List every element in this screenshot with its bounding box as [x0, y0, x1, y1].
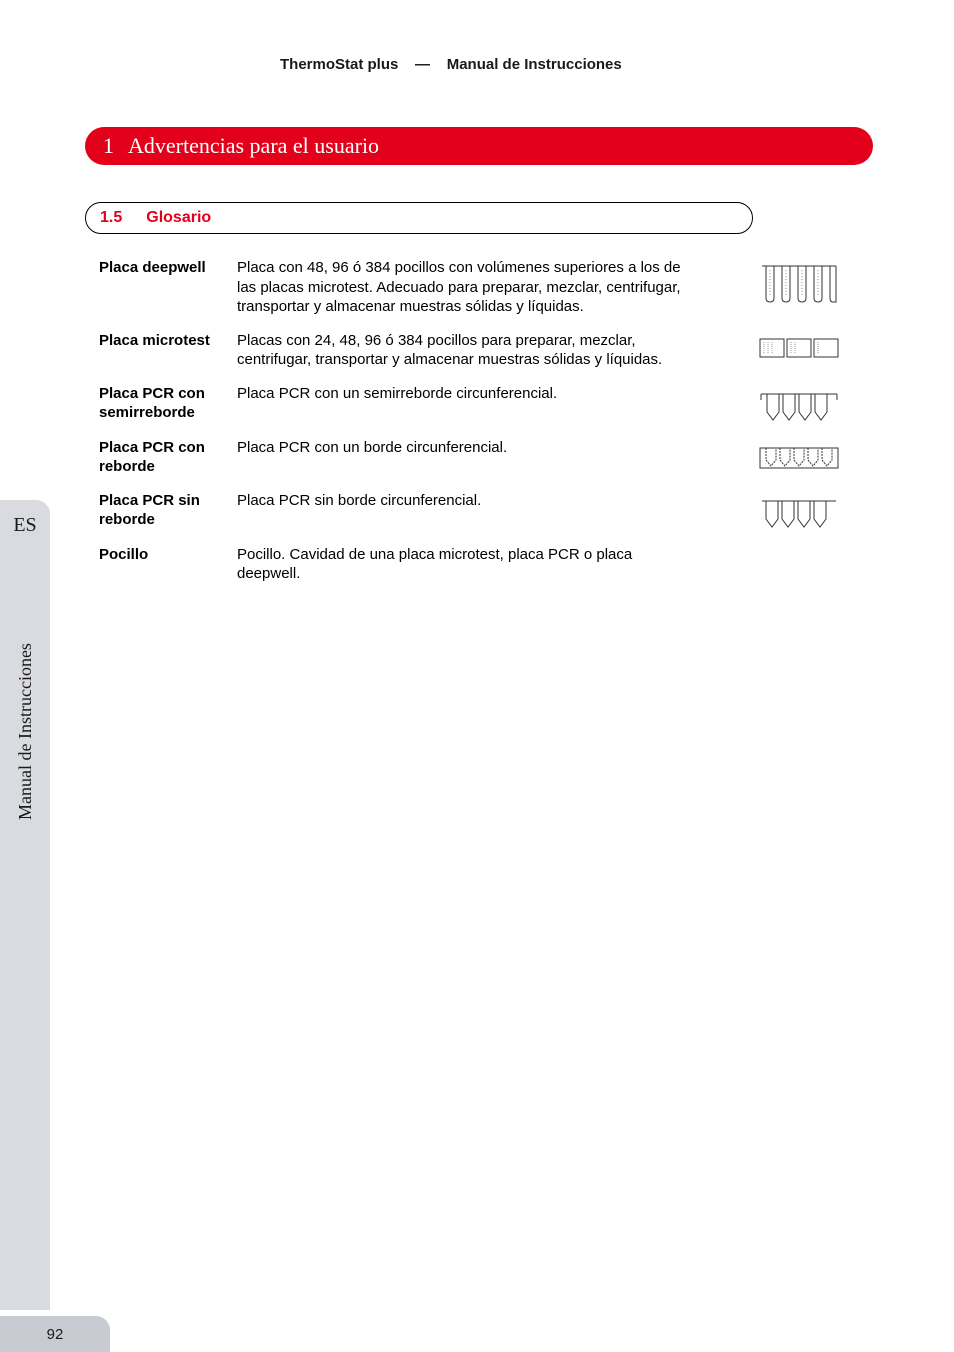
page-header: ThermoStat plus — Manual de Instruccione…	[280, 56, 622, 73]
glossary-row: Placa PCR con reborde Placa PCR con un b…	[99, 438, 869, 477]
empty-icon	[755, 545, 843, 551]
deepwell-icon	[755, 258, 843, 306]
glossary-definition: Placa PCR con un semirreborde circunfere…	[237, 384, 705, 404]
language-tab: ES	[0, 500, 50, 550]
separator: —	[415, 56, 430, 73]
glossary-row: Pocillo Pocillo. Cavidad de una placa mi…	[99, 545, 869, 584]
glossary-definition: Placa con 48, 96 ó 384 pocillos con volú…	[237, 258, 705, 317]
vertical-doc-title: Manual de Instrucciones	[15, 643, 36, 820]
glossary-table: Placa deepwell Placa con 48, 96 ó 384 po…	[99, 258, 869, 598]
subsection-pill: 1.5 Glosario	[85, 202, 753, 234]
page-number: 92	[47, 1326, 64, 1343]
pcr-noskirt-icon	[755, 491, 843, 531]
glossary-row: Placa microtest Placas con 24, 48, 96 ó …	[99, 331, 869, 370]
section-banner: 1 Advertencias para el usuario	[85, 127, 873, 165]
glossary-row: Placa PCR sin reborde Placa PCR sin bord…	[99, 491, 869, 531]
glossary-definition: Placas con 24, 48, 96 ó 384 pocillos par…	[237, 331, 705, 370]
page-number-tab: 92	[0, 1316, 110, 1352]
pcr-skirt-icon	[755, 438, 843, 472]
glossary-row: Placa deepwell Placa con 48, 96 ó 384 po…	[99, 258, 869, 317]
glossary-term: Pocillo	[99, 545, 237, 565]
language-label: ES	[13, 514, 36, 537]
subsection-number: 1.5	[100, 209, 122, 227]
glossary-term: Placa deepwell	[99, 258, 237, 278]
doc-title: Manual de Instrucciones	[447, 56, 622, 73]
section-number: 1	[103, 133, 114, 159]
glossary-term: Placa PCR con semirreborde	[99, 384, 237, 423]
subsection-title: Glosario	[146, 209, 211, 227]
glossary-definition: Placa PCR con un borde circunferencial.	[237, 438, 705, 458]
glossary-term: Placa PCR sin reborde	[99, 491, 237, 530]
microtest-icon	[755, 331, 843, 361]
glossary-term: Placa PCR con reborde	[99, 438, 237, 477]
glossary-definition: Placa PCR sin borde circunferencial.	[237, 491, 705, 511]
product-name: ThermoStat plus	[280, 56, 398, 73]
pcr-semiskirt-icon	[755, 384, 843, 424]
section-title: Advertencias para el usuario	[128, 133, 379, 159]
glossary-definition: Pocillo. Cavidad de una placa microtest,…	[237, 545, 705, 584]
glossary-term: Placa microtest	[99, 331, 237, 351]
glossary-row: Placa PCR con semirreborde Placa PCR con…	[99, 384, 869, 424]
